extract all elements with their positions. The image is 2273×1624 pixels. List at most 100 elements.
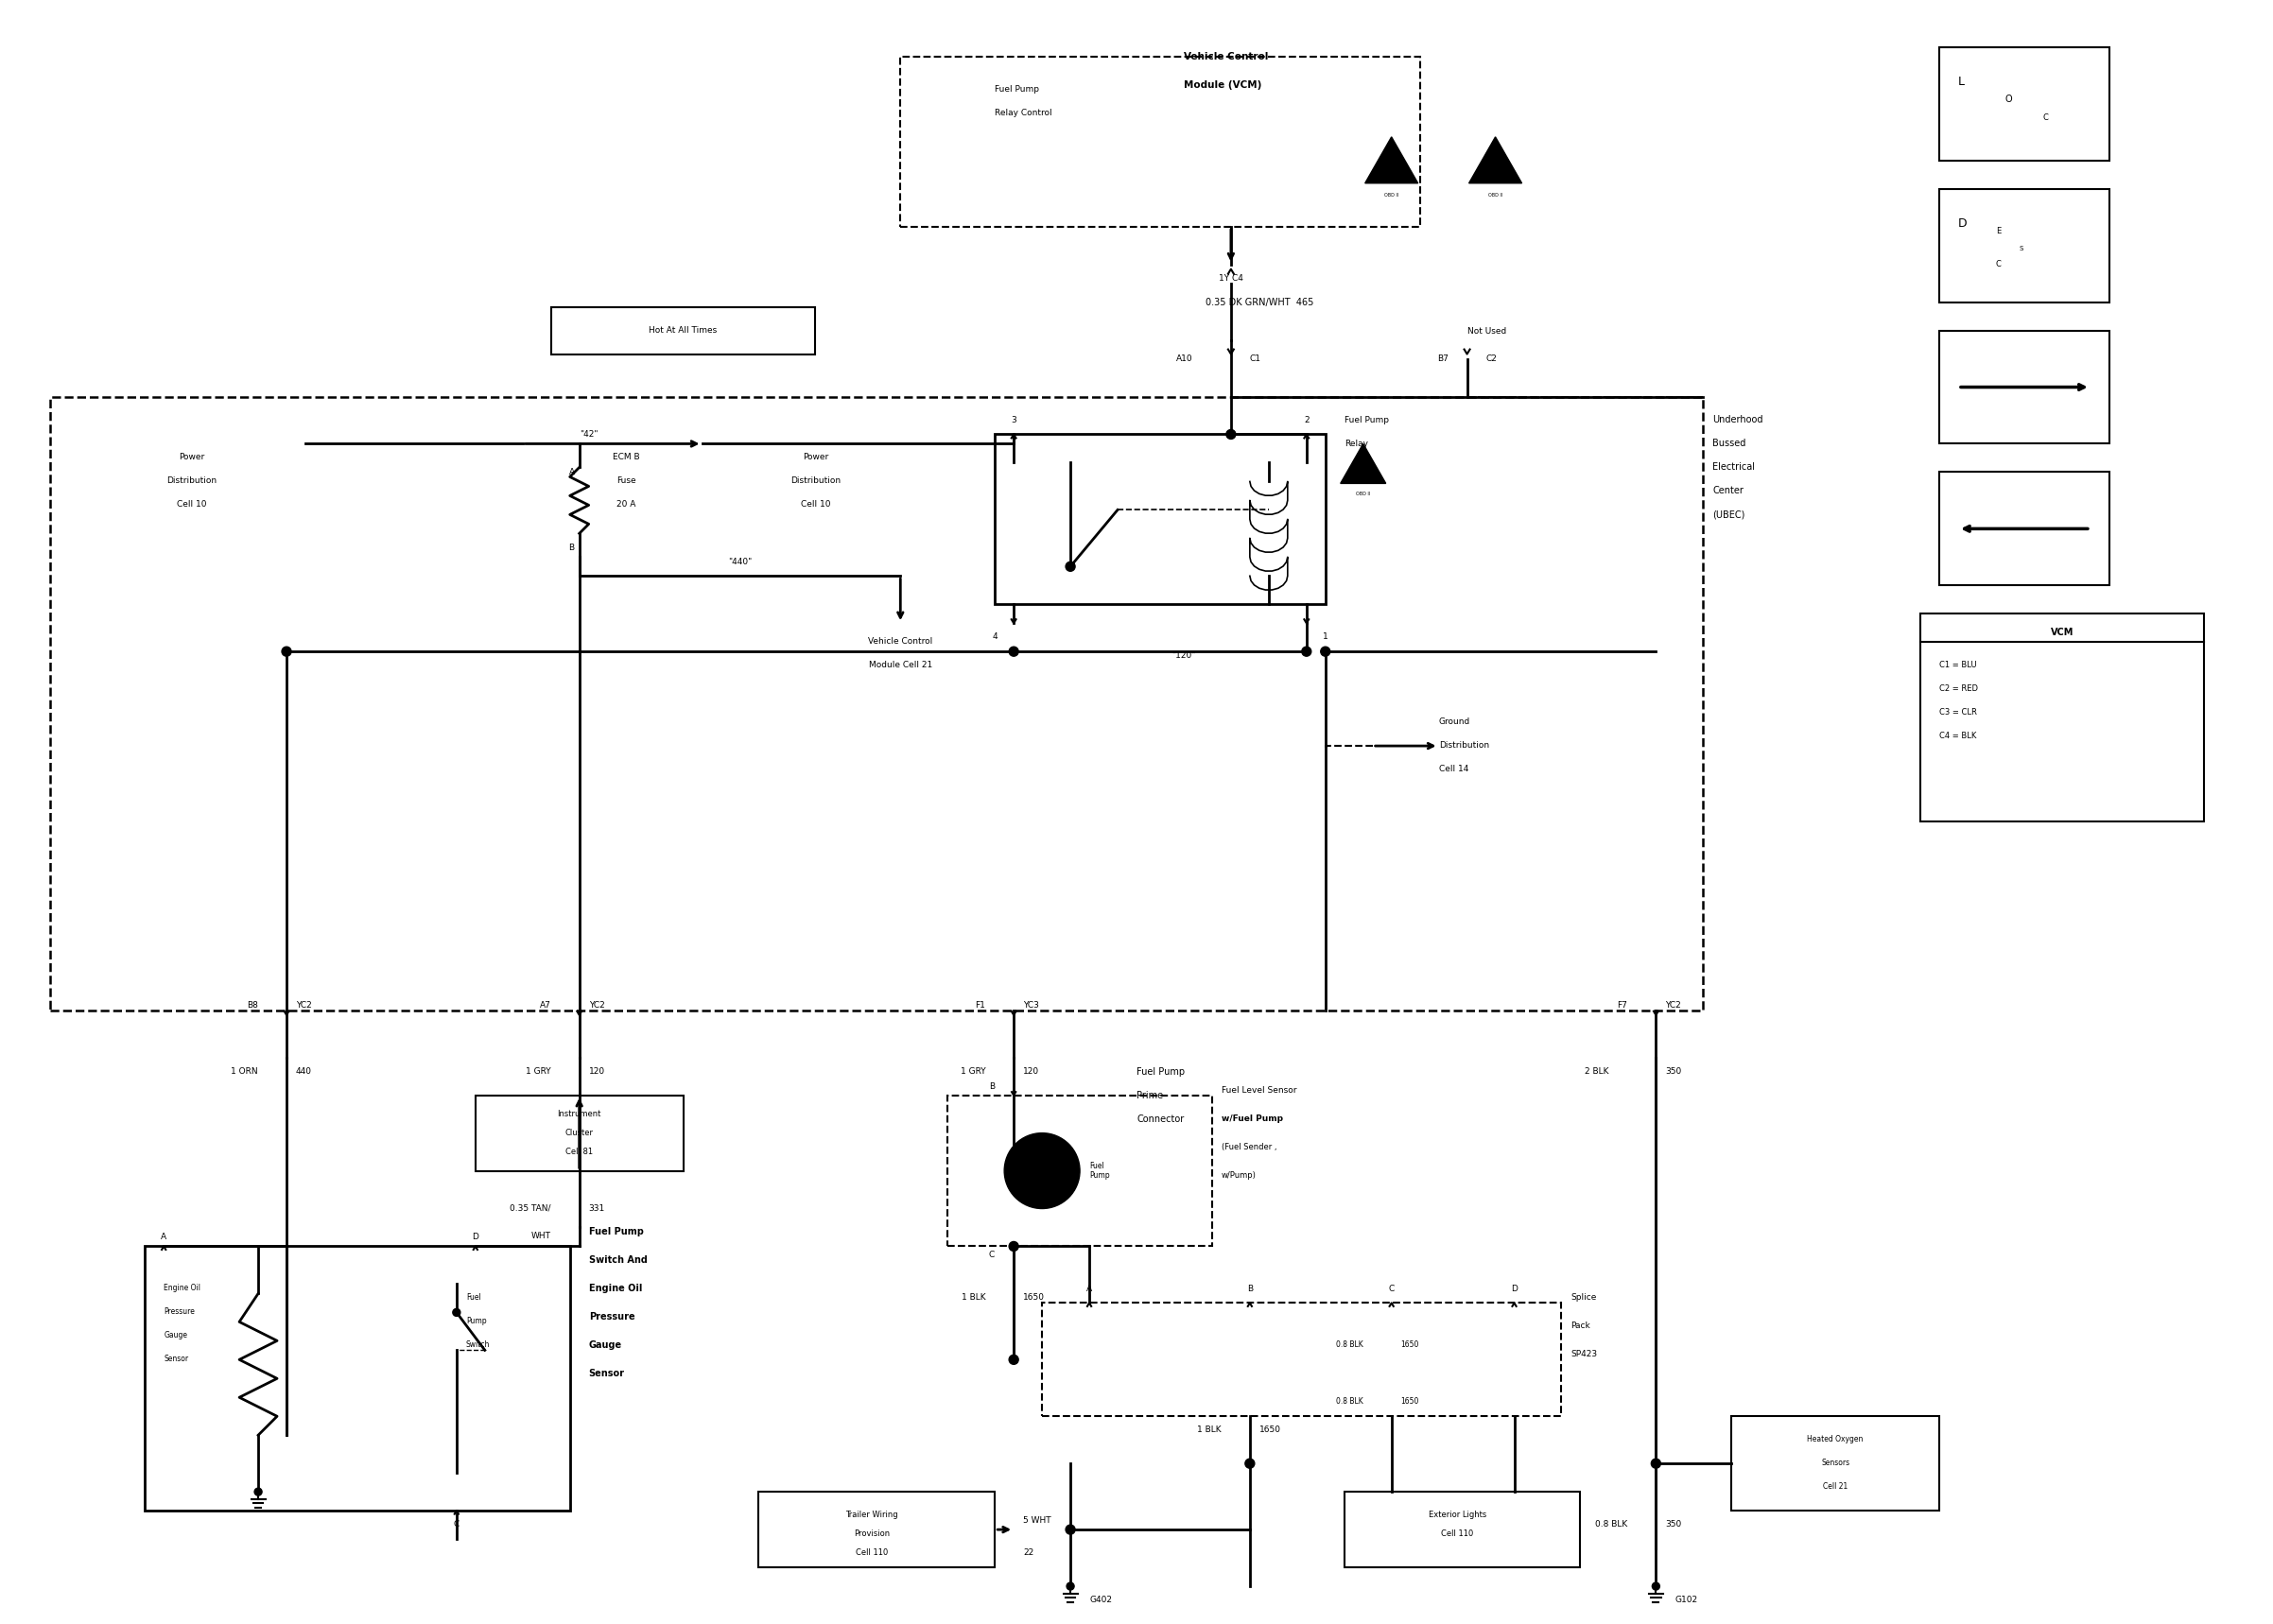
Text: 3: 3 (1011, 416, 1016, 425)
Text: OBD II: OBD II (1384, 193, 1398, 198)
Circle shape (1066, 562, 1075, 572)
Circle shape (1321, 646, 1330, 656)
Text: Cell 21: Cell 21 (1823, 1483, 1848, 1491)
Text: Power: Power (802, 453, 827, 461)
Text: Sensors: Sensors (1821, 1458, 1850, 1466)
Text: Cell 81: Cell 81 (566, 1147, 593, 1156)
Polygon shape (1341, 443, 1387, 484)
Text: A10: A10 (1177, 354, 1193, 364)
Text: O: O (2005, 94, 2012, 104)
Text: Fuse: Fuse (616, 477, 636, 486)
Text: YC2: YC2 (589, 1002, 605, 1010)
Text: Switch And: Switch And (589, 1255, 648, 1265)
Text: C: C (2043, 114, 2048, 122)
Circle shape (1652, 1582, 1659, 1590)
Text: Relay Control: Relay Control (996, 109, 1052, 117)
Text: L: L (1957, 76, 1964, 88)
Bar (550, 307, 816, 354)
Text: Cell 10: Cell 10 (177, 500, 207, 508)
Text: Bussed: Bussed (1712, 438, 1746, 448)
Text: 1: 1 (1323, 633, 1327, 641)
Text: II: II (1362, 473, 1366, 477)
Circle shape (255, 1488, 261, 1496)
Text: WHT: WHT (532, 1233, 550, 1241)
Circle shape (1009, 646, 1018, 656)
Text: E: E (1996, 227, 2000, 235)
Text: Module Cell 21: Module Cell 21 (868, 661, 932, 669)
Circle shape (452, 1309, 461, 1315)
Text: A: A (161, 1233, 166, 1242)
Text: 120: 120 (589, 1067, 605, 1075)
Text: A7: A7 (539, 1002, 550, 1010)
Text: "42": "42" (580, 430, 598, 438)
Text: F7: F7 (1618, 1002, 1627, 1010)
Text: C2 = RED: C2 = RED (1939, 685, 1978, 693)
Text: Trailer Wiring: Trailer Wiring (846, 1510, 898, 1518)
Bar (145, 1246, 571, 1510)
Text: 1650: 1650 (1023, 1294, 1046, 1302)
Text: 1650: 1650 (1259, 1426, 1282, 1434)
Text: Instrument: Instrument (557, 1109, 602, 1117)
Text: Pressure: Pressure (589, 1312, 634, 1322)
Bar (1939, 473, 2109, 585)
Text: Pump: Pump (466, 1317, 486, 1325)
Text: Cluster: Cluster (566, 1129, 593, 1137)
Text: YC3: YC3 (1023, 1002, 1039, 1010)
Text: Connector: Connector (1136, 1114, 1184, 1124)
Text: Exterior Lights: Exterior Lights (1430, 1510, 1487, 1518)
Text: 1Y C4: 1Y C4 (1218, 274, 1243, 283)
Text: Underhood: Underhood (1712, 416, 1764, 425)
Bar (475, 1095, 684, 1171)
Text: YC2: YC2 (1666, 1002, 1682, 1010)
Text: C2: C2 (1487, 354, 1498, 364)
Text: D: D (473, 1233, 480, 1242)
Text: Vehicle Control: Vehicle Control (868, 637, 932, 646)
Circle shape (1066, 1525, 1075, 1535)
Text: G402: G402 (1089, 1596, 1111, 1605)
Text: 20 A: 20 A (616, 500, 636, 508)
Bar (1732, 1416, 1939, 1510)
Text: 120: 120 (1023, 1067, 1039, 1075)
Bar (996, 434, 1325, 604)
Text: C3 = CLR: C3 = CLR (1939, 708, 1978, 716)
Text: Engine Oil: Engine Oil (589, 1285, 641, 1294)
Circle shape (1302, 646, 1312, 656)
Bar (50, 396, 1702, 1010)
Circle shape (1066, 1582, 1075, 1590)
Text: ECM B: ECM B (614, 453, 641, 461)
Text: VCM: VCM (2050, 628, 2073, 637)
Text: B: B (989, 1082, 996, 1091)
Text: Distribution: Distribution (1439, 741, 1489, 750)
Text: Prime: Prime (1136, 1091, 1164, 1099)
Circle shape (1650, 1458, 1662, 1468)
Text: II: II (1493, 171, 1498, 175)
Text: 1650: 1650 (1400, 1341, 1418, 1350)
Text: 350: 350 (1666, 1067, 1682, 1075)
Text: C: C (989, 1250, 996, 1260)
Text: 1 BLK: 1 BLK (1198, 1426, 1221, 1434)
Text: Sensor: Sensor (589, 1369, 625, 1379)
Bar (900, 57, 1421, 227)
Text: Splice: Splice (1571, 1294, 1598, 1302)
Text: (Fuel Sender ,: (Fuel Sender , (1221, 1142, 1277, 1151)
Text: "120": "120" (1171, 651, 1196, 659)
Polygon shape (1366, 136, 1418, 184)
Text: Fuel Level Sensor: Fuel Level Sensor (1221, 1086, 1296, 1095)
Text: Fuel Pump: Fuel Pump (1343, 416, 1389, 425)
Bar (1343, 1492, 1580, 1567)
Text: 1 ORN: 1 ORN (232, 1067, 259, 1075)
Text: C1 = BLU: C1 = BLU (1939, 661, 1978, 669)
Text: Cell 14: Cell 14 (1439, 765, 1468, 773)
Text: Gauge: Gauge (164, 1332, 186, 1340)
Text: YC2: YC2 (295, 1002, 311, 1010)
Text: D: D (1512, 1285, 1518, 1294)
Text: Cell 10: Cell 10 (800, 500, 830, 508)
Text: D: D (1957, 218, 1966, 229)
Bar (1921, 614, 2205, 822)
Text: 1650: 1650 (1400, 1397, 1418, 1406)
Text: Not Used: Not Used (1466, 326, 1507, 335)
Text: Relay: Relay (1343, 440, 1368, 448)
Text: Center: Center (1712, 486, 1743, 495)
Text: A: A (568, 468, 575, 476)
Bar (1939, 330, 2109, 443)
